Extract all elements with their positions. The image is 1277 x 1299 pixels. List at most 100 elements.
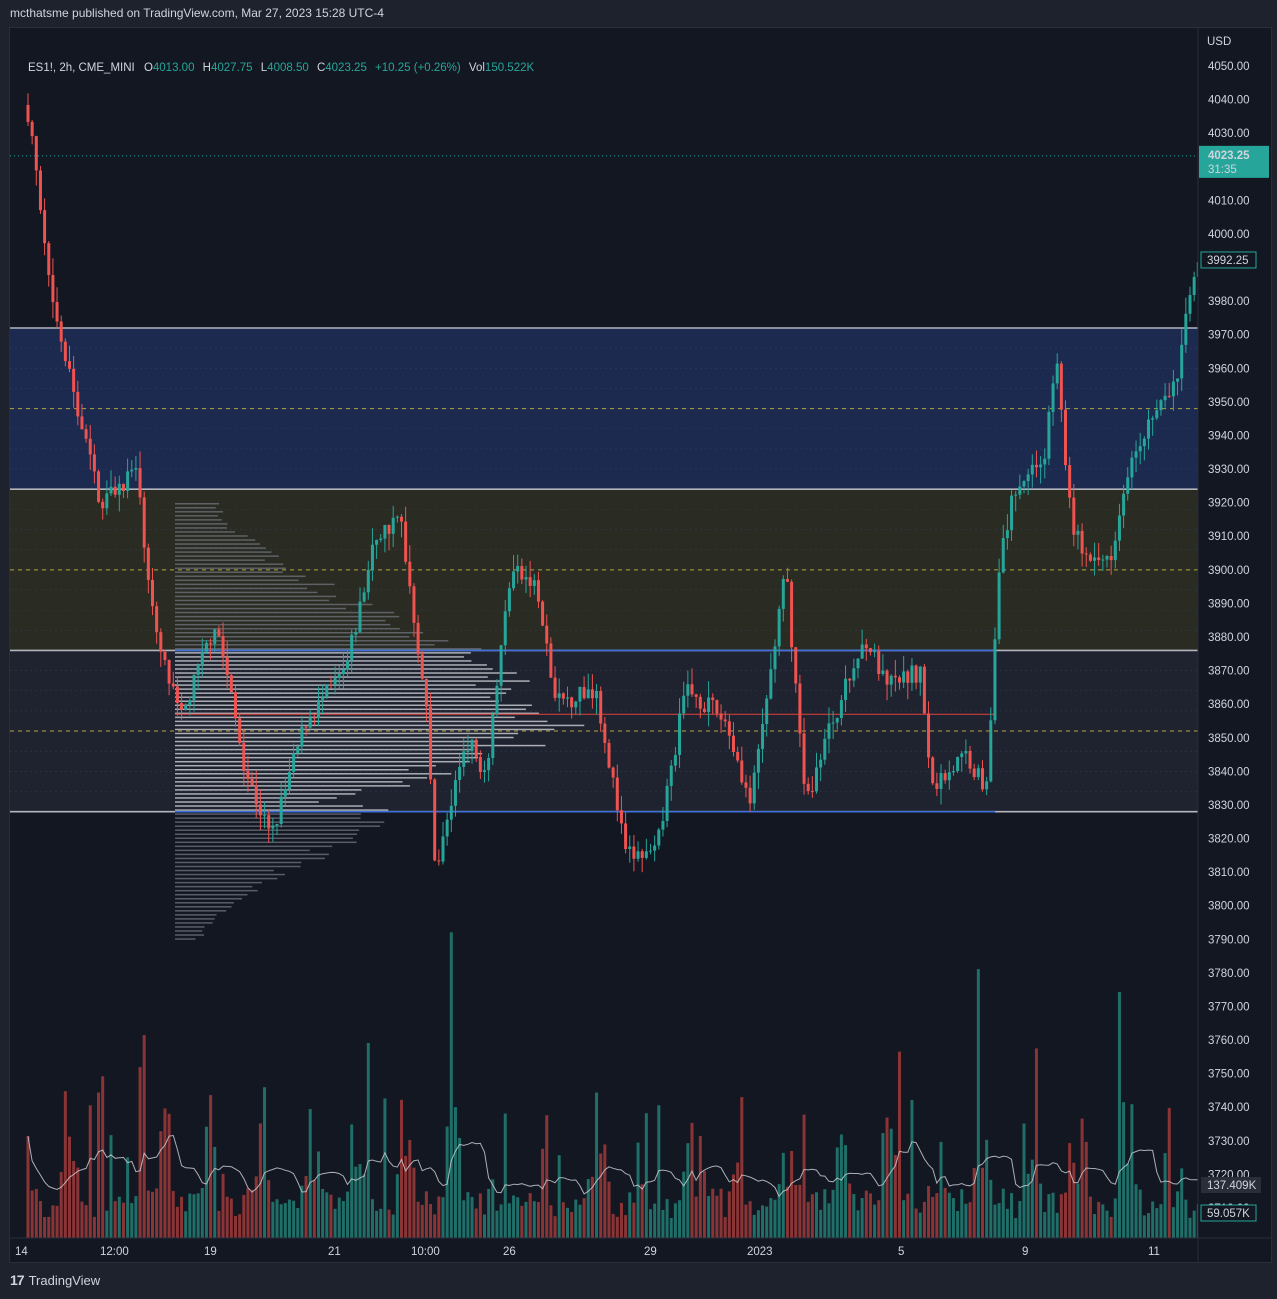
profile-bar (175, 841, 357, 844)
price-tick: 3760.00 (1208, 1035, 1250, 1047)
candle-body (732, 735, 735, 752)
profile-bar (175, 656, 465, 658)
candle-body (927, 713, 931, 758)
volume-bar (346, 1191, 350, 1238)
volume-bar (213, 1146, 217, 1238)
candle-body (225, 657, 229, 676)
volume-bar (470, 1197, 474, 1238)
candle-body (578, 687, 582, 702)
chart-frame[interactable]: USD 4050.00 4040.00 4030.00 4010.00 4000.00 39… (9, 27, 1272, 1263)
volume-bar (819, 1209, 823, 1238)
profile-bar (175, 507, 216, 509)
price-tick: 3910.00 (1208, 531, 1250, 543)
candle-body (981, 768, 984, 790)
volume-bar (1101, 1204, 1105, 1238)
candle-body (337, 674, 341, 678)
volume-bar (993, 1204, 997, 1238)
volume-bar (694, 1196, 698, 1238)
volume-bar (1171, 1207, 1175, 1238)
candle-body (582, 687, 586, 699)
candle-body (429, 706, 433, 780)
volume-bar (238, 1214, 242, 1238)
candle-body (317, 699, 320, 718)
candle-body (831, 722, 835, 724)
volume-bar (138, 1067, 142, 1238)
candle-body (1026, 474, 1030, 482)
candle-body (761, 724, 765, 749)
volume-bar (769, 1198, 773, 1238)
volume-bar (254, 1176, 258, 1238)
candle-body (1080, 530, 1084, 554)
chart-canvas[interactable]: USD 4050.00 4040.00 4030.00 4010.00 4000.00 39… (10, 28, 1271, 1262)
candle-body (1088, 554, 1092, 561)
profile-bar (175, 724, 585, 727)
volume-bar (72, 1161, 76, 1238)
volume-bar (619, 1202, 623, 1238)
profile-bar (175, 648, 482, 650)
candle-body (38, 170, 42, 211)
volume-bar (503, 1113, 507, 1238)
volume-bar (661, 1209, 665, 1238)
volume-bar (1010, 1193, 1014, 1238)
candle-body (146, 547, 150, 580)
volume-bar (1043, 1212, 1047, 1238)
volume-bar (287, 1199, 291, 1238)
volume-bar (1130, 1104, 1134, 1238)
candle-body (341, 669, 345, 675)
volume-bar (453, 1107, 457, 1238)
candle-body (848, 678, 852, 681)
candle-body (815, 767, 818, 792)
volume-bar (1026, 1173, 1030, 1238)
profile-bar (175, 535, 248, 537)
candle-body (333, 677, 337, 685)
candle-body (433, 779, 437, 861)
candle-body (765, 698, 769, 725)
candle-body (719, 713, 723, 720)
volume-bar (951, 1198, 955, 1238)
volume-bar (92, 1216, 96, 1238)
volume-bar (644, 1113, 648, 1238)
currency-label: USD (1207, 36, 1231, 48)
candle-body (478, 756, 482, 772)
candle-body (325, 684, 329, 698)
change-value: +10.25 (+0.26%) (375, 62, 461, 74)
candle-body (1188, 295, 1192, 314)
volume-bar (229, 1198, 233, 1238)
candle-body (669, 765, 673, 786)
candle-body (1030, 464, 1034, 475)
volume-bar (59, 1172, 63, 1238)
candle-body (321, 697, 325, 700)
candle-body (1047, 411, 1051, 459)
volume-bar (607, 1181, 611, 1238)
volume-bar (628, 1192, 632, 1238)
symbol-label[interactable]: ES1!, 2h, CME_MINI (28, 62, 135, 74)
profile-bar (175, 567, 286, 569)
candle-body (175, 686, 179, 704)
candle-body (1076, 530, 1080, 535)
candle-body (507, 588, 511, 612)
volume-bar (1188, 1217, 1192, 1238)
candle-body (968, 750, 972, 769)
candle-body (906, 671, 910, 683)
footer-brand[interactable]: 17 TradingView (10, 1272, 100, 1288)
profile-bar (175, 926, 205, 928)
candle-body (1151, 418, 1155, 420)
time-tick: 9 (1022, 1246, 1028, 1258)
current-price-badge (1199, 145, 1269, 178)
volume-bar (55, 1205, 59, 1238)
volume-bar (1147, 1213, 1150, 1238)
open-value: 4013.00 (152, 62, 195, 74)
volume-bar (308, 1108, 312, 1238)
volume-bar (590, 1176, 594, 1238)
volume-bar (1155, 1208, 1159, 1238)
volume-bar (673, 1203, 677, 1238)
profile-bar (175, 523, 228, 525)
volume-bar (806, 1201, 810, 1238)
volume-bar (105, 1210, 109, 1238)
volume-bar (221, 1173, 225, 1238)
volume-bar (370, 1199, 374, 1238)
profile-bar (175, 938, 196, 940)
candle-body (939, 773, 943, 789)
profile-bar (175, 793, 356, 795)
profile-bar (175, 555, 279, 557)
